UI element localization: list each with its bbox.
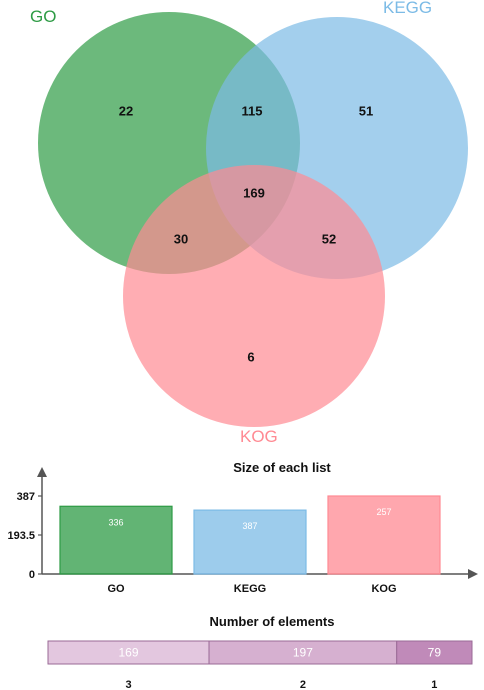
region-kegg-kog: 52	[322, 231, 336, 246]
region-kog-only: 6	[247, 349, 254, 364]
x-tick-label: KOG	[371, 583, 396, 595]
y-tick-label: 0	[29, 569, 35, 581]
bar-value-label: 387	[242, 521, 257, 531]
x-axis-arrowhead	[468, 569, 478, 579]
bar-value-label: 336	[108, 517, 123, 527]
bar-kog	[327, 495, 441, 575]
size-bar-chart: Size of each list 387 193.5 0 336 GO 387 KEGG…	[7, 460, 478, 595]
region-go-kegg: 115	[242, 103, 263, 118]
elements-stacked-bar: Number of elements 169 3 197 2 79 1	[47, 614, 473, 690]
x-tick-label: GO	[107, 583, 125, 595]
bar-kegg	[193, 509, 307, 575]
segment-1	[396, 640, 473, 665]
kog-set-label: KOG	[240, 427, 278, 446]
y-tick-label: 387	[17, 491, 35, 503]
bar-go	[59, 505, 173, 575]
bar-value-label: 257	[376, 507, 391, 517]
region-all-three: 169	[243, 185, 265, 200]
region-go-only: 22	[119, 103, 133, 118]
kog-circle	[123, 165, 385, 427]
elements-chart-title: Number of elements	[210, 614, 335, 629]
segment-value-label: 79	[428, 646, 442, 660]
size-chart-title: Size of each list	[233, 460, 331, 475]
y-tick-label: 193.5	[7, 530, 35, 542]
x-tick-label: KEGG	[234, 583, 266, 595]
segment-category-label: 2	[300, 679, 306, 690]
venn-diagram: GO KEGG KOG 22 115 51 169 30 52 6	[30, 0, 468, 446]
segment-value-label: 169	[118, 646, 138, 660]
go-set-label: GO	[30, 7, 56, 26]
kegg-set-label: KEGG	[383, 0, 432, 17]
y-axis-arrowhead	[37, 467, 47, 477]
region-go-kog: 30	[174, 231, 188, 246]
segment-category-label: 1	[431, 679, 437, 690]
region-kegg-only: 51	[359, 103, 373, 118]
segment-value-label: 197	[293, 646, 313, 660]
segment-category-label: 3	[125, 679, 131, 690]
